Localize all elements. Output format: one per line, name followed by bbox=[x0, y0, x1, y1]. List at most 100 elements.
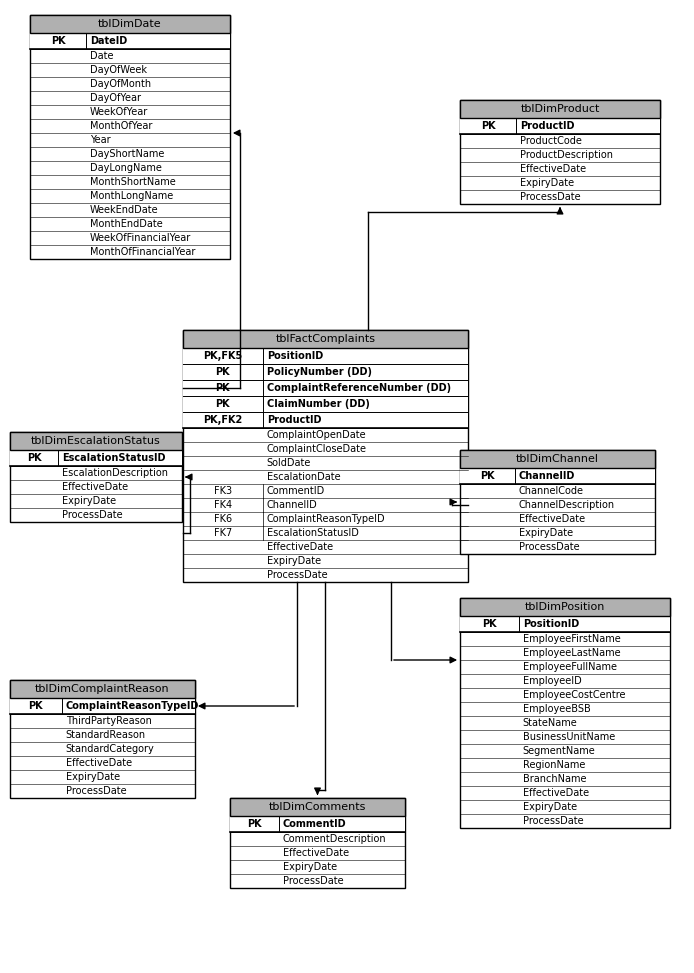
Text: PK: PK bbox=[481, 121, 496, 131]
Text: EmployeeFirstName: EmployeeFirstName bbox=[523, 634, 620, 644]
Bar bbox=[10, 432, 182, 450]
Text: ComplaintReasonTypeID: ComplaintReasonTypeID bbox=[66, 701, 199, 711]
Text: ChannelID: ChannelID bbox=[266, 500, 318, 510]
Text: MonthShortName: MonthShortName bbox=[90, 177, 176, 187]
Text: EscalationDate: EscalationDate bbox=[266, 472, 341, 482]
Bar bbox=[183, 412, 468, 428]
Text: ExpiryDate: ExpiryDate bbox=[66, 772, 120, 782]
Text: FK3: FK3 bbox=[214, 486, 232, 496]
Bar bbox=[30, 15, 230, 33]
Text: tblDimDate: tblDimDate bbox=[98, 19, 162, 29]
Bar bbox=[230, 798, 405, 816]
Text: StandardCategory: StandardCategory bbox=[66, 744, 155, 754]
Text: ProcessDate: ProcessDate bbox=[518, 542, 579, 552]
Text: ExpiryDate: ExpiryDate bbox=[520, 178, 574, 188]
Bar bbox=[183, 348, 468, 364]
Text: DateID: DateID bbox=[90, 36, 127, 46]
Text: WeekOfYear: WeekOfYear bbox=[90, 107, 149, 117]
Text: PK: PK bbox=[247, 819, 262, 829]
Bar bbox=[10, 432, 182, 522]
Text: BranchName: BranchName bbox=[523, 774, 586, 784]
Text: ChannelCode: ChannelCode bbox=[518, 486, 584, 496]
Text: ChannelDescription: ChannelDescription bbox=[518, 500, 615, 510]
Text: PK: PK bbox=[216, 399, 230, 409]
Text: EmployeeBSB: EmployeeBSB bbox=[523, 704, 591, 714]
Text: EscalationStatusID: EscalationStatusID bbox=[62, 453, 166, 463]
Bar bbox=[10, 450, 182, 466]
Bar bbox=[183, 396, 468, 412]
Text: tblDimChannel: tblDimChannel bbox=[516, 454, 599, 464]
Text: SoldDate: SoldDate bbox=[266, 458, 311, 468]
Text: PK: PK bbox=[28, 701, 43, 711]
Text: DayOfWeek: DayOfWeek bbox=[90, 65, 147, 75]
Text: ExpiryDate: ExpiryDate bbox=[266, 556, 321, 566]
Text: PK,FK2: PK,FK2 bbox=[203, 415, 242, 425]
Text: EffectiveDate: EffectiveDate bbox=[62, 482, 128, 492]
Bar bbox=[460, 450, 655, 468]
Bar bbox=[10, 680, 195, 798]
Text: FK7: FK7 bbox=[214, 528, 232, 538]
Text: EffectiveDate: EffectiveDate bbox=[518, 514, 585, 524]
Bar bbox=[230, 798, 405, 888]
Text: ProcessDate: ProcessDate bbox=[520, 192, 581, 202]
Text: ExpiryDate: ExpiryDate bbox=[523, 802, 577, 812]
Bar bbox=[460, 118, 660, 134]
Text: WeekEndDate: WeekEndDate bbox=[90, 205, 159, 215]
Text: PK: PK bbox=[51, 36, 65, 46]
Text: RegionName: RegionName bbox=[523, 760, 585, 770]
Text: tblDimEscalationStatus: tblDimEscalationStatus bbox=[31, 436, 161, 446]
Text: ExpiryDate: ExpiryDate bbox=[62, 496, 117, 506]
Text: EmployeeLastName: EmployeeLastName bbox=[523, 648, 620, 658]
Bar bbox=[230, 816, 405, 832]
Bar bbox=[460, 598, 670, 616]
Text: PK,FK5: PK,FK5 bbox=[203, 351, 242, 361]
Bar bbox=[460, 598, 670, 828]
Text: ProcessDate: ProcessDate bbox=[66, 786, 126, 796]
Bar bbox=[183, 380, 468, 396]
Bar bbox=[10, 698, 195, 714]
Text: tblDimComplaintReason: tblDimComplaintReason bbox=[35, 684, 170, 694]
Text: ExpiryDate: ExpiryDate bbox=[518, 528, 573, 538]
Text: ProcessDate: ProcessDate bbox=[283, 876, 344, 886]
Text: ClaimNumber (DD): ClaimNumber (DD) bbox=[266, 399, 370, 409]
Text: StandardReason: StandardReason bbox=[66, 730, 146, 740]
Text: EscalationDescription: EscalationDescription bbox=[62, 468, 168, 478]
Text: EmployeeCostCentre: EmployeeCostCentre bbox=[523, 690, 625, 700]
Text: EmployeeFullName: EmployeeFullName bbox=[523, 662, 617, 672]
Text: DayLongName: DayLongName bbox=[90, 163, 162, 173]
Text: ChannelID: ChannelID bbox=[518, 471, 575, 481]
Bar bbox=[183, 330, 468, 348]
Bar bbox=[10, 680, 195, 698]
Text: ProcessDate: ProcessDate bbox=[266, 570, 328, 580]
Text: FK4: FK4 bbox=[214, 500, 232, 510]
Bar bbox=[460, 100, 660, 118]
Text: ExpiryDate: ExpiryDate bbox=[283, 862, 337, 872]
Text: ComplaintCloseDate: ComplaintCloseDate bbox=[266, 444, 367, 454]
Text: PositionID: PositionID bbox=[266, 351, 323, 361]
Text: EscalationStatusID: EscalationStatusID bbox=[266, 528, 359, 538]
Text: FK6: FK6 bbox=[214, 514, 232, 524]
Text: ComplaintReasonTypeID: ComplaintReasonTypeID bbox=[266, 514, 385, 524]
Text: MonthOfFinancialYear: MonthOfFinancialYear bbox=[90, 247, 196, 257]
Text: Date: Date bbox=[90, 51, 114, 61]
Text: SegmentName: SegmentName bbox=[523, 746, 595, 756]
Text: EffectiveDate: EffectiveDate bbox=[520, 164, 586, 174]
Text: EffectiveDate: EffectiveDate bbox=[523, 788, 589, 798]
Text: EffectiveDate: EffectiveDate bbox=[283, 848, 349, 858]
Text: EffectiveDate: EffectiveDate bbox=[66, 758, 132, 768]
Text: DayOfMonth: DayOfMonth bbox=[90, 79, 151, 89]
Text: PK: PK bbox=[216, 367, 230, 377]
Bar bbox=[183, 364, 468, 380]
Text: ComplaintOpenDate: ComplaintOpenDate bbox=[266, 430, 366, 440]
Text: StateName: StateName bbox=[523, 718, 577, 728]
Text: CommentID: CommentID bbox=[266, 486, 325, 496]
Text: MonthLongName: MonthLongName bbox=[90, 191, 174, 201]
Text: MonthEndDate: MonthEndDate bbox=[90, 219, 163, 229]
Bar bbox=[460, 100, 660, 204]
Text: tblFactComplaints: tblFactComplaints bbox=[276, 334, 375, 344]
Text: WeekOfFinancialYear: WeekOfFinancialYear bbox=[90, 233, 192, 243]
Text: Year: Year bbox=[90, 135, 110, 145]
Text: PolicyNumber (DD): PolicyNumber (DD) bbox=[266, 367, 372, 377]
Text: DayOfYear: DayOfYear bbox=[90, 93, 141, 103]
Bar bbox=[460, 450, 655, 554]
